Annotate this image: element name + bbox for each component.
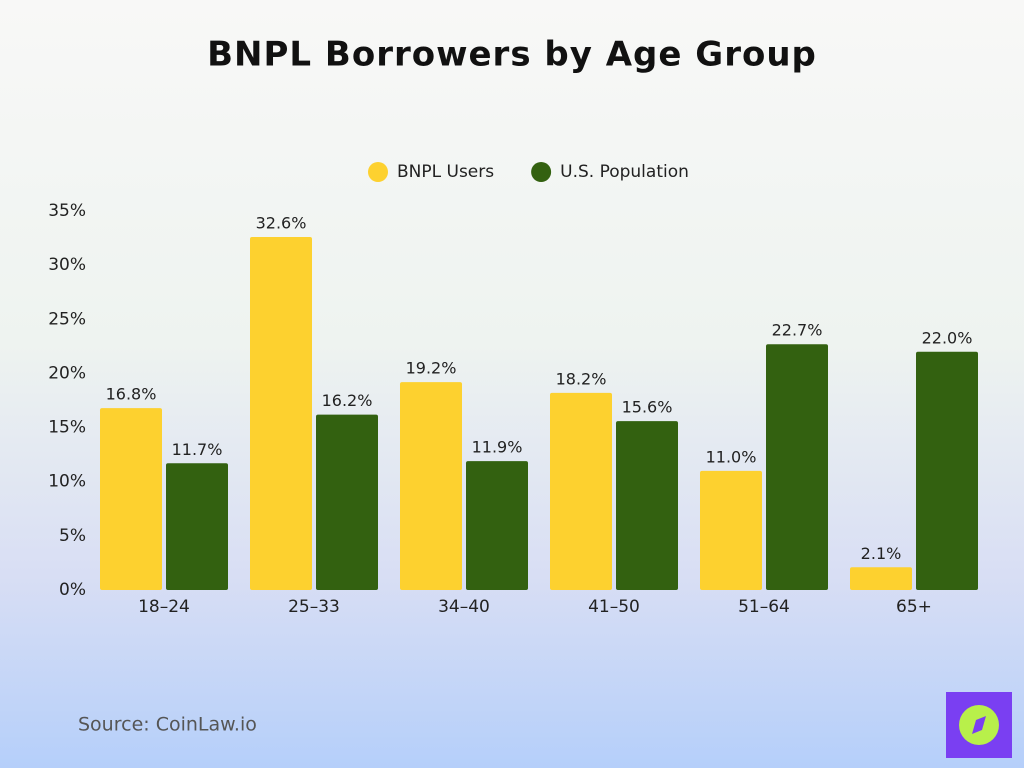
- bar: [316, 414, 378, 590]
- bar: [100, 408, 162, 590]
- y-tick-label: 0%: [59, 580, 86, 600]
- y-tick-label: 5%: [59, 526, 86, 546]
- bar: [466, 461, 528, 590]
- value-label: 18.2%: [556, 369, 607, 388]
- x-tick-label: 41–50: [588, 597, 640, 617]
- y-tick-label: 25%: [48, 309, 86, 329]
- bar: [250, 236, 312, 590]
- bar: [166, 463, 228, 590]
- source: Source: CoinLaw.io: [78, 714, 257, 736]
- value-label: 11.0%: [706, 447, 757, 466]
- y-tick-label: 35%: [48, 201, 86, 221]
- legend-label: BNPL Users: [397, 162, 494, 182]
- x-tick-label: 65+: [896, 597, 932, 617]
- bar: [616, 421, 678, 590]
- x-tick-label: 51–64: [738, 597, 790, 617]
- value-label: 11.9%: [472, 438, 523, 457]
- legend-label: U.S. Population: [560, 162, 689, 182]
- bar: [700, 470, 762, 590]
- value-label: 2.1%: [861, 544, 902, 563]
- x-tick-label: 18–24: [138, 597, 190, 617]
- y-tick-label: 10%: [48, 472, 86, 492]
- legend-swatch: [531, 162, 552, 182]
- bar: [550, 392, 612, 590]
- logo: [946, 692, 1012, 758]
- value-label: 15.6%: [622, 398, 673, 417]
- chart-title: BNPL Borrowers by Age Group: [207, 35, 817, 75]
- legend-swatch: [368, 162, 388, 182]
- x-tick-label: 34–40: [438, 597, 490, 617]
- value-label: 22.0%: [922, 328, 973, 347]
- value-label: 11.7%: [172, 440, 223, 459]
- bar: [916, 351, 978, 590]
- value-label: 16.2%: [322, 391, 373, 410]
- y-tick-label: 20%: [48, 363, 86, 383]
- x-tick-label: 25–33: [288, 597, 340, 617]
- value-label: 32.6%: [256, 213, 307, 232]
- bar: [766, 344, 828, 590]
- bar: [850, 567, 912, 590]
- value-label: 22.7%: [772, 321, 823, 340]
- y-tick-label: 30%: [48, 255, 86, 275]
- bar: [400, 382, 462, 590]
- value-label: 19.2%: [406, 359, 457, 378]
- value-label: 16.8%: [106, 385, 157, 404]
- y-tick-label: 15%: [48, 418, 86, 438]
